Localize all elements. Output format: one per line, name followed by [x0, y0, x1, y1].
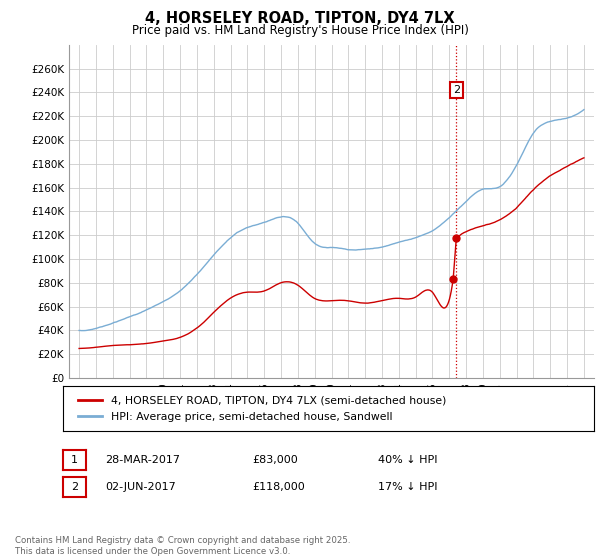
Text: £83,000: £83,000: [252, 455, 298, 465]
Legend: 4, HORSELEY ROAD, TIPTON, DY4 7LX (semi-detached house), HPI: Average price, sem: 4, HORSELEY ROAD, TIPTON, DY4 7LX (semi-…: [74, 391, 450, 426]
Text: 4, HORSELEY ROAD, TIPTON, DY4 7LX: 4, HORSELEY ROAD, TIPTON, DY4 7LX: [145, 11, 455, 26]
Text: £118,000: £118,000: [252, 482, 305, 492]
Text: Price paid vs. HM Land Registry's House Price Index (HPI): Price paid vs. HM Land Registry's House …: [131, 24, 469, 37]
Text: 28-MAR-2017: 28-MAR-2017: [105, 455, 180, 465]
Text: 02-JUN-2017: 02-JUN-2017: [105, 482, 176, 492]
Text: Contains HM Land Registry data © Crown copyright and database right 2025.
This d: Contains HM Land Registry data © Crown c…: [15, 536, 350, 556]
Text: 17% ↓ HPI: 17% ↓ HPI: [378, 482, 437, 492]
Text: 1: 1: [71, 455, 78, 465]
Text: 40% ↓ HPI: 40% ↓ HPI: [378, 455, 437, 465]
Text: 2: 2: [453, 85, 460, 95]
Text: 2: 2: [71, 482, 78, 492]
